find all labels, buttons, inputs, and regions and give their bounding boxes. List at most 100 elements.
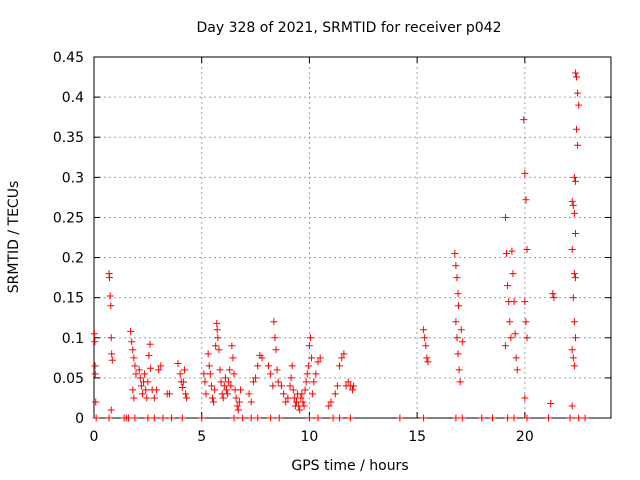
data-point	[451, 250, 459, 258]
y-tick-label: 0.05	[53, 371, 84, 387]
data-point	[264, 362, 272, 370]
data-point	[423, 354, 431, 362]
data-point	[179, 378, 187, 386]
data-point	[521, 298, 529, 306]
data-point	[90, 330, 98, 338]
data-point	[208, 394, 216, 402]
data-point	[522, 196, 530, 204]
data-point	[157, 362, 165, 370]
data-point	[568, 246, 576, 254]
data-point	[306, 334, 314, 342]
x-axis-label: GPS time / hours	[291, 458, 408, 474]
data-point	[458, 338, 466, 346]
data-point	[132, 370, 140, 378]
data-point	[146, 364, 154, 372]
data-point	[91, 370, 99, 378]
data-point	[550, 294, 558, 302]
data-point	[569, 201, 577, 209]
data-point	[289, 386, 297, 394]
data-point	[457, 326, 465, 334]
data-point	[143, 394, 151, 402]
data-point	[569, 294, 577, 302]
data-point	[142, 386, 150, 394]
data-point	[221, 374, 229, 382]
data-point	[144, 414, 152, 422]
data-point	[507, 334, 515, 342]
data-point	[239, 414, 247, 422]
data-point	[129, 386, 137, 394]
data-point	[452, 318, 460, 326]
data-point	[458, 414, 466, 422]
y-tick-label: 0	[75, 411, 84, 427]
data-point	[219, 394, 227, 402]
data-point	[454, 290, 462, 298]
data-point	[230, 370, 238, 378]
data-point	[547, 400, 555, 408]
data-point	[290, 394, 298, 402]
data-point	[249, 378, 257, 386]
data-point	[258, 354, 266, 362]
data-point	[174, 359, 182, 367]
data-point	[312, 370, 320, 378]
data-point	[229, 354, 237, 362]
data-point	[504, 282, 512, 290]
data-point	[421, 334, 429, 342]
data-point	[424, 358, 432, 366]
data-point	[452, 414, 460, 422]
data-point	[201, 378, 209, 386]
data-point	[346, 414, 354, 422]
data-point	[292, 398, 300, 406]
data-point	[350, 382, 358, 390]
data-point	[571, 274, 579, 282]
data-point	[234, 406, 242, 414]
data-point	[130, 394, 138, 402]
data-point	[254, 362, 262, 370]
data-point	[128, 338, 136, 346]
data-point	[522, 318, 530, 326]
data-point	[216, 366, 224, 374]
data-point	[549, 290, 557, 298]
data-point	[215, 346, 223, 354]
y-tick-label: 0.2	[62, 251, 84, 267]
data-point	[230, 414, 238, 422]
data-point	[568, 346, 576, 354]
data-point	[510, 414, 518, 422]
data-point	[131, 362, 139, 370]
data-point	[214, 334, 222, 342]
data-point	[575, 414, 583, 422]
data-point	[571, 229, 579, 237]
data-point	[108, 350, 116, 358]
data-point	[107, 406, 115, 414]
data-point	[183, 394, 191, 402]
data-point	[574, 141, 582, 149]
data-point	[309, 390, 317, 398]
data-point	[453, 274, 461, 282]
data-point	[180, 366, 188, 374]
data-point	[92, 398, 100, 406]
data-point	[137, 382, 145, 390]
data-point	[212, 342, 220, 350]
data-point	[571, 334, 579, 342]
y-tick-label: 0.1	[62, 331, 84, 347]
data-point	[512, 354, 520, 362]
data-point	[510, 298, 518, 306]
data-point	[570, 318, 578, 326]
data-point	[226, 366, 234, 374]
tick-layer: 0 0.05 0.1 0.15 0.2 0.25 0.3 0.35 0.4 0.45 0 5 10 15 2…	[53, 50, 611, 445]
data-point	[252, 374, 260, 382]
data-point	[228, 342, 236, 350]
data-point	[570, 362, 578, 370]
data-point	[501, 342, 509, 350]
data-point	[91, 362, 99, 370]
data-point	[286, 382, 294, 390]
data-point	[130, 354, 138, 362]
data-point	[325, 402, 333, 410]
data-point	[206, 370, 214, 378]
data-point	[267, 370, 275, 378]
data-point	[247, 398, 255, 406]
data-point	[506, 318, 514, 326]
data-point	[501, 213, 509, 221]
data-point	[573, 125, 581, 133]
data-point	[478, 414, 486, 422]
data-point	[277, 382, 285, 390]
